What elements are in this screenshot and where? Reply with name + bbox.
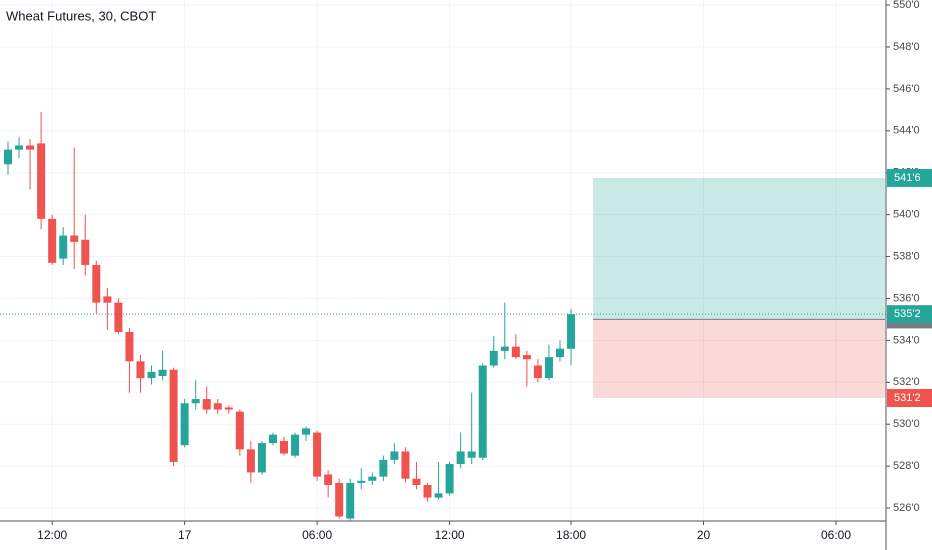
y-tick-label: 548'0 (893, 41, 920, 53)
candle-body (268, 434, 277, 444)
candle-body (136, 361, 145, 379)
candle-body (103, 296, 112, 303)
target-price-box (887, 168, 932, 187)
y-tick-label: 538'0 (893, 250, 920, 262)
y-tick-label: 528'0 (893, 460, 920, 472)
y-tick-label: 530'0 (893, 418, 920, 430)
last-price-box (887, 305, 932, 324)
candle-body (556, 348, 564, 358)
candle-body (202, 399, 211, 410)
y-tick-label: 536'0 (893, 292, 920, 304)
x-tick-label: 17 (178, 528, 192, 542)
candle-body (291, 434, 300, 456)
x-tick-label: 06:00 (302, 528, 332, 542)
candle-body (180, 403, 189, 446)
candle-body (81, 239, 90, 265)
y-tick-label: 532'0 (893, 376, 920, 388)
candle-body (92, 264, 101, 303)
candle-body (4, 149, 12, 165)
candle-body (70, 235, 79, 242)
candle-body (324, 474, 333, 485)
candle-body (59, 235, 68, 259)
candle-body (246, 449, 255, 473)
candle-body (423, 484, 432, 498)
candle-body (401, 451, 410, 479)
candle-body (500, 346, 509, 351)
candle-body (191, 399, 200, 404)
candle-body (313, 432, 322, 477)
x-tick-label: 06:00 (821, 528, 851, 542)
chart-title: Wheat Futures, 30, CBOT (6, 8, 156, 23)
candle-body (213, 403, 222, 410)
last-price-label: 535'2 (894, 308, 921, 320)
candle-body (522, 355, 531, 360)
candle-body (412, 478, 421, 485)
candle-body (445, 464, 454, 494)
target-zone (593, 177, 885, 320)
candle-body (511, 346, 520, 358)
x-tick-label: 20 (697, 528, 711, 542)
candle-body (26, 145, 35, 150)
candle-body (224, 407, 233, 410)
stop-price-box (887, 389, 932, 408)
candle-body (235, 411, 244, 450)
grid (0, 0, 886, 520)
candle-body (125, 331, 134, 362)
candle-body (346, 482, 355, 519)
stop-price-label: 531'2 (894, 392, 921, 404)
position-tool (0, 177, 886, 399)
candle-body (37, 143, 46, 219)
y-tick-label: 540'0 (893, 209, 920, 221)
candle-body (158, 369, 167, 377)
candles (4, 111, 576, 521)
candle-body (434, 493, 443, 498)
y-tick-label: 546'0 (893, 83, 920, 95)
candle-body (335, 482, 344, 517)
candle-body (48, 218, 57, 263)
candle-body (257, 443, 266, 473)
axes: 526'0 528'0 530'0 532'0 534'0 536'0 538'0 540'0… (37, 0, 932, 542)
candle-body (544, 357, 553, 379)
candle-body (302, 428, 311, 435)
target-price-label: 541'6 (894, 172, 921, 184)
y-tick-label: 544'0 (893, 125, 920, 137)
candle-body (280, 440, 288, 454)
candle-body (147, 371, 156, 379)
candle-body (533, 365, 542, 379)
y-tick-label: 550'0 (893, 0, 920, 11)
candle-body (357, 480, 366, 483)
x-tick-label: 12:00 (37, 528, 67, 542)
candle-body (489, 350, 498, 366)
y-tick-label: 526'0 (893, 502, 920, 514)
candle-body (114, 302, 123, 332)
stop-zone (593, 319, 885, 399)
candle-body (467, 451, 476, 458)
x-tick-label: 18:00 (556, 528, 586, 542)
candle-body (169, 369, 178, 462)
candle-body (15, 145, 24, 150)
x-tick-label: 12:00 (435, 528, 465, 542)
candle-body (368, 476, 377, 481)
y-tick-label: 534'0 (893, 334, 920, 346)
candle-body (379, 459, 388, 477)
candle-body (567, 314, 576, 349)
candle-body (390, 451, 399, 460)
candle-body (478, 365, 487, 458)
candle-body (456, 451, 465, 465)
